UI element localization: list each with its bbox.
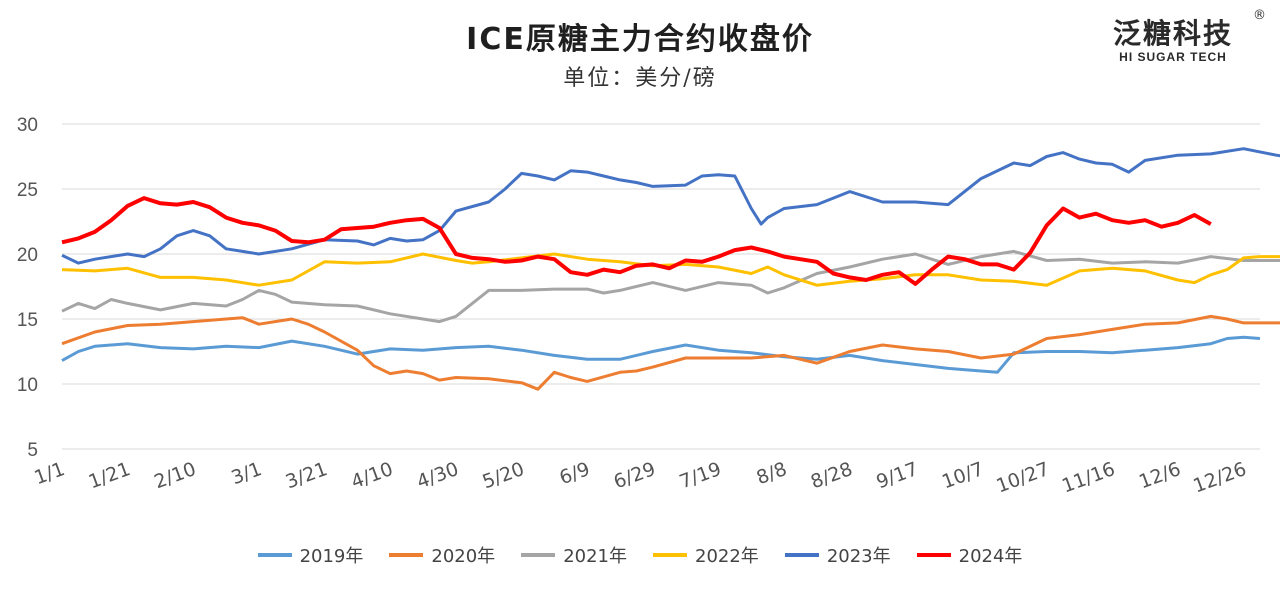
legend-swatch bbox=[653, 553, 687, 557]
legend-label: 2019年 bbox=[299, 546, 364, 567]
series-line-4 bbox=[61, 252, 1280, 287]
x-tick-label: 12/26 bbox=[1190, 458, 1249, 497]
series-group bbox=[61, 147, 1280, 391]
x-tick-label: 10/7 bbox=[939, 458, 987, 493]
x-tick-label: 1/21 bbox=[86, 458, 134, 493]
legend-swatch bbox=[784, 553, 819, 557]
y-tick-label: 20 bbox=[17, 245, 38, 266]
x-tick-label: 6/29 bbox=[611, 458, 659, 493]
legend-swatch bbox=[521, 553, 556, 557]
x-tick-label: 3/21 bbox=[283, 458, 331, 493]
x-tick-label: 3/1 bbox=[228, 458, 264, 489]
logo-subtext: HI SUGAR TECH bbox=[1119, 50, 1227, 64]
x-tick-label: 11/16 bbox=[1059, 458, 1118, 497]
x-tick-label: 4/10 bbox=[348, 458, 396, 493]
series-line-3 bbox=[61, 249, 1280, 324]
y-tick-label: 10 bbox=[17, 375, 38, 396]
chart-title: ICE原糖主力合约收盘价 bbox=[466, 22, 814, 57]
legend-label: 2020年 bbox=[431, 546, 496, 567]
legend: 2019年 2020年 2021年 2022年 2023年 2024年 bbox=[0, 542, 1280, 568]
gridlines bbox=[62, 123, 1260, 450]
series-line-1 bbox=[61, 335, 1261, 374]
x-tick-label: 5/20 bbox=[480, 458, 528, 493]
legend-item: 2022年 bbox=[653, 542, 759, 568]
series-line-6 bbox=[61, 196, 1212, 286]
chart-subtitle: 单位：美分/磅 bbox=[563, 66, 717, 91]
x-tick-label: 1/1 bbox=[31, 458, 67, 489]
series-line-2 bbox=[61, 314, 1280, 391]
legend-swatch bbox=[257, 553, 292, 557]
brand-logo: 泛糖科技 HI SUGAR TECH ® bbox=[1088, 8, 1266, 64]
legend-item: 2021年 bbox=[521, 542, 627, 568]
legend-swatch bbox=[916, 553, 951, 557]
legend-swatch bbox=[389, 553, 424, 557]
x-tick-label: 9/17 bbox=[873, 458, 921, 493]
x-tick-label: 12/6 bbox=[1136, 458, 1184, 493]
logo-text: 泛糖科技 bbox=[1112, 17, 1233, 50]
x-tick-label: 10/27 bbox=[993, 458, 1052, 497]
x-tick-label: 8/28 bbox=[808, 458, 856, 493]
x-tick-label: 8/8 bbox=[754, 458, 790, 489]
legend-label: 2022年 bbox=[695, 546, 759, 567]
x-axis: 1/1 1/21 2/10 3/1 3/21 4/10 4/30 5/20 6/9 6/29 7/1… bbox=[31, 458, 1249, 497]
y-tick-label: 15 bbox=[17, 310, 38, 331]
legend-item: 2023年 bbox=[784, 542, 891, 568]
y-tick-label: 25 bbox=[17, 180, 38, 201]
y-tick-label: 5 bbox=[27, 440, 38, 461]
legend-label: 2021年 bbox=[563, 546, 627, 567]
y-tick-label: 30 bbox=[17, 115, 38, 136]
x-tick-label: 6/9 bbox=[557, 458, 593, 489]
x-tick-label: 4/30 bbox=[414, 458, 462, 493]
legend-label: 2023年 bbox=[826, 546, 891, 567]
series-line-5 bbox=[61, 147, 1280, 265]
y-axis: 5 10 15 20 25 30 bbox=[17, 115, 38, 461]
x-tick-label: 2/10 bbox=[151, 458, 199, 493]
legend-item: 2019年 bbox=[257, 542, 364, 568]
legend-label: 2024年 bbox=[958, 546, 1023, 567]
legend-item: 2024年 bbox=[916, 542, 1023, 568]
registered-mark: ® bbox=[1253, 8, 1266, 23]
x-tick-label: 7/19 bbox=[677, 458, 725, 493]
legend-item: 2020年 bbox=[389, 542, 495, 568]
